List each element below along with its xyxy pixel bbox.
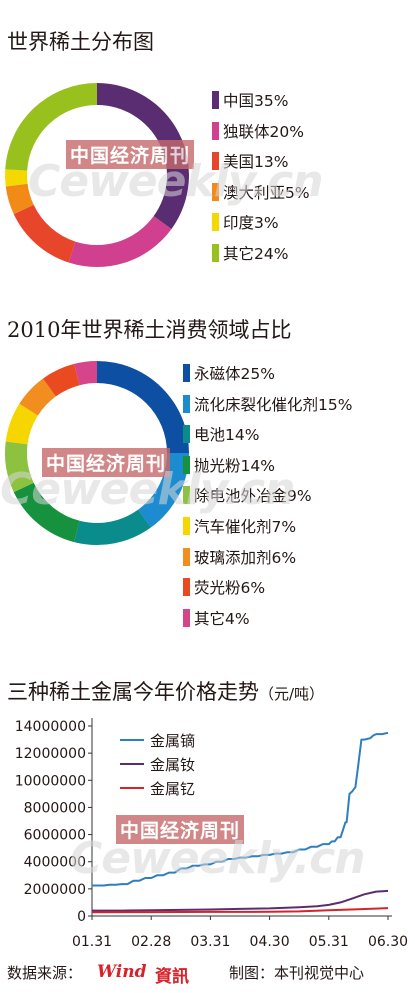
legend-item: 汽车催化剂7%: [183, 516, 296, 536]
line-chart-prices: 0 2000000 4000000 6000000 8000000 10000000 120…: [15, 718, 408, 950]
donut-slice: [19, 378, 56, 416]
y-tick-label: 8000000: [24, 800, 86, 816]
donut-slice: [5, 169, 28, 187]
legend-swatch: [183, 486, 190, 505]
legend-item: 除电池外冶金9%: [183, 485, 312, 505]
legend-label: 金属钇: [150, 780, 195, 798]
legend-swatch: [183, 547, 190, 566]
legend-label: 独联体20%: [223, 122, 304, 141]
donut-slice: [74, 509, 152, 545]
legend-item: 永磁体25%: [183, 363, 275, 383]
donut-slice: [97, 361, 189, 453]
legend-item: 荧光粉6%: [183, 577, 265, 597]
legend-label: 永磁体25%: [194, 365, 275, 383]
footer: 数据来源： Wind 資訊 制图：本刊视觉中心: [7, 962, 407, 987]
donut-slice: [138, 453, 189, 528]
legend-item: 澳大利亚5%: [212, 182, 310, 202]
x-tick-label: 06.30: [368, 934, 408, 950]
legend-label: 荧光粉6%: [194, 579, 266, 598]
legend-label: 玻璃添加剂6%: [194, 548, 297, 567]
legend-item: 美国13%: [212, 151, 288, 171]
series-line: [92, 889, 389, 912]
wind-logo-word: Wind: [97, 962, 147, 982]
y-tick-label: 4000000: [24, 855, 86, 871]
legend-label: 印度3%: [223, 214, 279, 232]
x-tick-label: 04.30: [250, 934, 290, 950]
legend-item: 玻璃添加剂6%: [183, 547, 296, 567]
donut-slice: [74, 361, 97, 386]
legend-swatch: [212, 91, 219, 109]
donut-slice: [13, 204, 76, 263]
legend-swatch: [183, 578, 190, 597]
legend-item: 电池14%: [183, 424, 259, 444]
legend-label: 流化床裂化催化剂15%: [194, 395, 353, 414]
source-label: 数据来源：: [7, 964, 83, 982]
y-tick-label: 10000000: [15, 773, 86, 789]
chart3-title-text: 三种稀土金属今年价格走势: [7, 680, 259, 704]
legend-item: 抛光粉14%: [183, 455, 275, 475]
legend-label: 电池14%: [194, 426, 260, 445]
donut-chart-consumption: [5, 361, 189, 545]
legend-item: 其它24%: [212, 243, 288, 263]
legend-label: 中国35%: [223, 92, 289, 110]
legend-swatch: [212, 213, 219, 231]
legend-label: 抛光粉14%: [194, 456, 275, 475]
x-tick-label: 05.31: [309, 934, 349, 950]
legend-label: 澳大利亚5%: [223, 183, 310, 202]
legend-label: 美国13%: [223, 153, 289, 171]
series-line: [91, 907, 389, 914]
x-tick-label: 01.31: [72, 934, 112, 950]
legend-label: 其它24%: [223, 244, 289, 263]
donut-chart-world-distribution: [5, 83, 189, 267]
donut-slice: [68, 216, 172, 267]
legend-swatch: [183, 455, 190, 474]
donut-slice: [5, 83, 97, 171]
series-line: [92, 731, 389, 887]
legend-swatch: [183, 517, 190, 535]
legend-item: 印度3%: [212, 212, 279, 232]
legend-swatch: [212, 182, 219, 201]
legend-swatch: [183, 608, 190, 627]
legend-item: 其它4%: [183, 608, 250, 628]
donut-slice: [5, 441, 34, 493]
chart3-title: 三种稀土金属今年价格走势（元/吨）: [7, 676, 324, 706]
donut-slice: [13, 482, 80, 543]
y-tick-label: 6000000: [24, 828, 86, 844]
donut-slice: [5, 403, 38, 445]
y-tick-label: 2000000: [24, 882, 86, 898]
wind-logo-cn: 資訊: [155, 967, 189, 987]
legend-swatch: [183, 364, 190, 382]
chart1-title: 世界稀土分布图: [7, 30, 154, 54]
legend-item: 流化床裂化催化剂15%: [183, 394, 352, 414]
chart2-title: 2010年世界稀土消费领域占比: [7, 318, 292, 342]
donut-slice: [97, 83, 189, 230]
legend-label: 汽车催化剂7%: [194, 518, 297, 536]
y-tick-label: 14000000: [15, 719, 86, 735]
legend-item: 中国35%: [212, 90, 288, 110]
chart3-unit: （元/吨）: [259, 685, 325, 703]
y-tick-label: 0: [77, 909, 86, 925]
legend-label: 金属钕: [150, 756, 195, 774]
legend-label: 除电池外冶金9%: [194, 487, 312, 506]
legend-label: 金属镝: [150, 732, 195, 750]
legend-label: 其它4%: [194, 609, 250, 628]
legend-swatch: [212, 152, 219, 170]
legend-swatch: [183, 425, 190, 444]
y-tick-label: 12000000: [15, 746, 86, 762]
donut-slice: [5, 183, 34, 215]
legend-swatch: [212, 243, 219, 262]
credit-text: 制图：本刊视觉中心: [229, 964, 365, 982]
x-tick-label: 02.28: [131, 934, 171, 950]
legend-swatch: [183, 394, 190, 413]
donut-slice: [42, 363, 80, 397]
x-tick-label: 03.31: [190, 934, 230, 950]
legend-item: 独联体20%: [212, 121, 304, 141]
legend-swatch: [212, 121, 219, 140]
